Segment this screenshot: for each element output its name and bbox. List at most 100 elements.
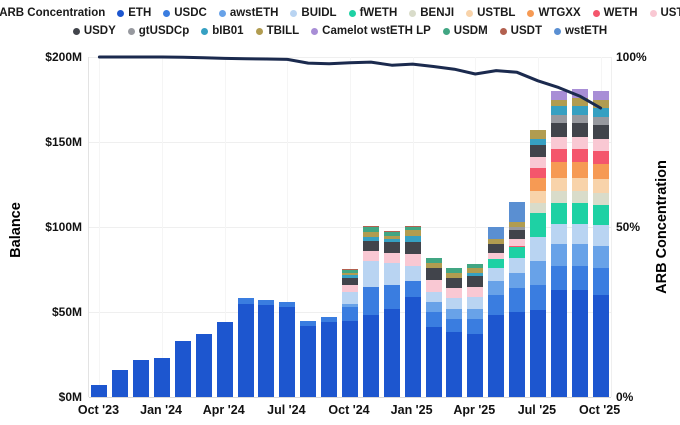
bar-segment-eth[interactable] [91,385,108,397]
bar-segment-usdc[interactable] [342,306,358,321]
bar-segment-usdt[interactable] [404,226,421,227]
bar-segment-usdc[interactable] [446,318,463,333]
bar-segment-ustb[interactable] [404,254,421,267]
bar-segment-eth[interactable] [321,322,338,397]
bar-segment-fweth[interactable] [571,203,588,224]
bar-segment-awsteth[interactable] [529,261,546,285]
bar-segment-eth[interactable] [550,289,567,397]
bar-segment-wtgxx[interactable] [571,162,588,178]
legend-item-buidl[interactable]: BUIDL [290,7,337,19]
bar-segment-usdy[interactable] [550,123,567,137]
bar-segment-eth[interactable] [467,334,484,397]
bar-segment-usdc[interactable] [362,286,379,316]
bar-segment-ustbl[interactable] [550,177,567,192]
bar-segment-fweth[interactable] [592,204,609,226]
bar-segment-usdc[interactable] [237,298,254,304]
bar-segment-camelot-wsteth-lp[interactable] [592,91,609,100]
bar-segment-eth[interactable] [112,369,129,397]
bar-segment-wsteth[interactable] [488,227,505,239]
bar-segment-tbill[interactable] [342,272,358,276]
legend-item-ustb[interactable]: USTB [649,7,680,19]
bar-segment-ustbl[interactable] [529,191,546,204]
bar-segment-tbill[interactable] [467,267,484,273]
bar-segment-usdy[interactable] [383,242,400,253]
bar-segment-bib01[interactable] [383,238,400,243]
legend-item-gtusdcp[interactable]: gtUSDCp [127,25,189,37]
bar-segment-usdc[interactable] [321,317,338,323]
bar-segment-ustb[interactable] [509,238,526,246]
bar-segment-buidl[interactable] [529,237,546,261]
bar-segment-buidl[interactable] [571,223,588,244]
bar-segment-usdy[interactable] [571,123,588,137]
bar-segment-buidl[interactable] [509,257,526,273]
bar-segment-eth[interactable] [154,357,171,397]
bar-segment-usdy[interactable] [446,278,463,289]
legend-item-usdm[interactable]: USDM [442,25,488,37]
bar-segment-usdc[interactable] [300,320,317,326]
bar-segment-usdc[interactable] [425,312,442,328]
bar-segment-eth[interactable] [488,315,505,397]
bar-segment-ustb[interactable] [592,138,609,151]
bar-segment-bib01[interactable] [592,108,609,117]
bar-segment-eth[interactable] [592,295,609,397]
bar-segment-weth[interactable] [529,167,546,178]
bar-segment-usdy[interactable] [488,244,505,253]
bar-segment-usdc[interactable] [550,266,567,290]
bar-segment-eth[interactable] [571,289,588,397]
bar-segment-ustbl[interactable] [571,177,588,192]
bar-segment-buidl[interactable] [467,296,484,309]
bar-segment-ustb[interactable] [446,288,463,299]
bar-segment-usdy[interactable] [529,145,546,158]
bar-segment-ustb[interactable] [467,286,484,297]
bar-segment-usdc[interactable] [279,301,296,307]
bar-segment-usdm[interactable] [467,264,484,268]
legend-item-usdt[interactable]: USDT [499,25,542,37]
legend-item-fweth[interactable]: fWETH [348,7,397,19]
bar-segment-fweth[interactable] [529,213,546,238]
bar-segment-eth[interactable] [446,332,463,397]
bar-segment-gtusdcp[interactable] [571,114,588,124]
bar-segment-usdc[interactable] [529,284,546,311]
bar-segment-bib01[interactable] [467,272,484,277]
bar-segment-wtgxx[interactable] [550,162,567,178]
bar-segment-ustbl[interactable] [592,179,609,193]
bar-segment-tbill[interactable] [571,97,588,107]
bar-segment-ustb[interactable] [342,284,358,292]
bar-segment-ustb[interactable] [362,250,379,261]
bar-segment-buidl[interactable] [488,267,505,282]
bar-segment-usdy[interactable] [362,240,379,251]
bar-segment-usdc[interactable] [571,266,588,290]
bar-segment-tbill[interactable] [362,232,379,238]
bar-segment-usdy[interactable] [509,230,526,239]
bar-segment-bib01[interactable] [550,106,567,115]
legend-item-benji[interactable]: BENJI [409,7,454,19]
bar-segment-eth[interactable] [300,325,317,397]
bar-segment-usdm[interactable] [362,227,379,233]
bar-segment-usdy[interactable] [467,276,484,287]
bar-segment-tbill[interactable] [550,99,567,107]
bar-segment-usdc[interactable] [592,267,609,295]
bar-segment-eth[interactable] [174,340,191,397]
bar-segment-fweth[interactable] [509,247,526,258]
bar-segment-buidl[interactable] [592,225,609,246]
bar-segment-awsteth[interactable] [446,308,463,319]
bar-segment-bib01[interactable] [362,237,379,241]
bar-segment-awsteth[interactable] [509,272,526,289]
bar-segment-awsteth[interactable] [592,245,609,268]
legend-item-awsteth[interactable]: awstETH [218,7,278,19]
bar-segment-eth[interactable] [342,320,358,397]
bar-segment-wtgxx[interactable] [592,164,609,180]
bar-segment-ustb[interactable] [425,279,442,292]
bar-segment-awsteth[interactable] [488,281,505,295]
bar-segment-bib01[interactable] [342,275,358,278]
bar-segment-usdy[interactable] [342,278,358,285]
bar-segment-awsteth[interactable] [550,244,567,267]
bar-segment-eth[interactable] [279,306,296,397]
bar-segment-buidl[interactable] [383,262,400,285]
bar-segment-ustb[interactable] [571,136,588,149]
legend-item-tbill[interactable]: TBILL [255,25,299,37]
legend-item-arb-concentration[interactable]: ARB Concentration [0,7,105,19]
bar-segment-eth[interactable] [237,303,254,397]
bar-segment-benji[interactable] [571,191,588,204]
bar-segment-eth[interactable] [133,359,150,397]
